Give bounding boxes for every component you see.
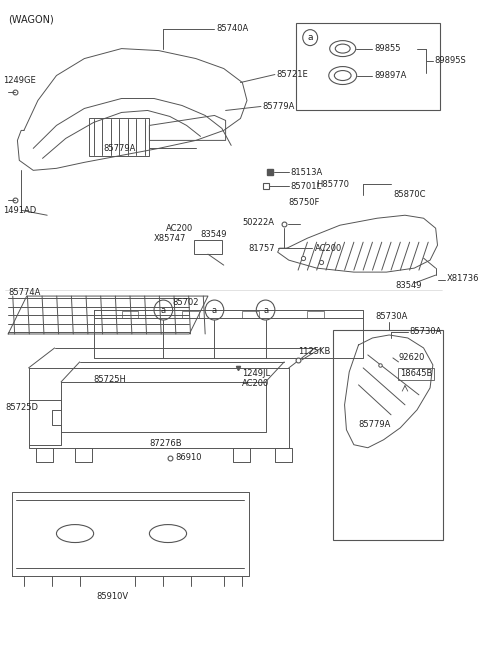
Bar: [307, 311, 324, 318]
Text: a: a: [212, 306, 217, 315]
Text: 85774A: 85774A: [8, 287, 40, 296]
Text: 83549: 83549: [396, 281, 422, 290]
Text: 85721E: 85721E: [277, 70, 309, 79]
Text: H85770: H85770: [316, 180, 349, 188]
Bar: [242, 311, 259, 318]
Text: 89895S: 89895S: [435, 56, 467, 65]
Text: a: a: [161, 306, 166, 315]
Text: 85725D: 85725D: [5, 403, 38, 412]
Text: 85725H: 85725H: [94, 376, 127, 384]
Text: 85730A: 85730A: [409, 328, 442, 337]
Bar: [194, 240, 222, 254]
Text: 1125KB: 1125KB: [298, 348, 330, 356]
Text: X85747: X85747: [154, 234, 186, 242]
Text: 85740A: 85740A: [216, 24, 249, 33]
Text: 81757: 81757: [248, 244, 275, 253]
Text: a: a: [307, 33, 313, 42]
Text: 86910: 86910: [175, 453, 202, 462]
Bar: [89, 118, 149, 157]
Text: 85702: 85702: [173, 298, 199, 307]
Text: 85779A: 85779A: [263, 102, 295, 111]
Text: 85750F: 85750F: [289, 198, 320, 207]
Text: 85779A: 85779A: [359, 421, 391, 429]
Text: 89897A: 89897A: [374, 71, 407, 80]
Text: 89855: 89855: [374, 44, 401, 53]
Text: 1249JL: 1249JL: [242, 369, 270, 378]
Bar: [334, 330, 443, 540]
Text: 1491AD: 1491AD: [3, 206, 37, 215]
Text: 85870C: 85870C: [393, 190, 425, 199]
Text: 92620: 92620: [398, 354, 425, 363]
Text: a: a: [263, 306, 268, 315]
Text: 1249GE: 1249GE: [3, 76, 36, 85]
Text: 87276B: 87276B: [149, 439, 182, 448]
Text: 83549: 83549: [201, 229, 227, 239]
Text: 85701L: 85701L: [291, 182, 322, 191]
Text: 18645B: 18645B: [400, 369, 432, 378]
Text: 85779A: 85779A: [103, 144, 135, 153]
Text: 85910V: 85910V: [96, 592, 128, 601]
Text: AC200: AC200: [315, 244, 342, 253]
Text: AC200: AC200: [166, 224, 193, 233]
Text: (WAGON): (WAGON): [8, 15, 54, 25]
Bar: [182, 311, 199, 318]
Text: 81513A: 81513A: [291, 168, 323, 177]
Bar: [121, 311, 138, 318]
Bar: [398, 368, 434, 380]
Text: AC200: AC200: [242, 380, 270, 388]
Text: 85730A: 85730A: [375, 311, 408, 320]
Text: X81736: X81736: [447, 274, 480, 283]
Bar: [296, 23, 440, 110]
Text: 50222A: 50222A: [243, 218, 275, 227]
